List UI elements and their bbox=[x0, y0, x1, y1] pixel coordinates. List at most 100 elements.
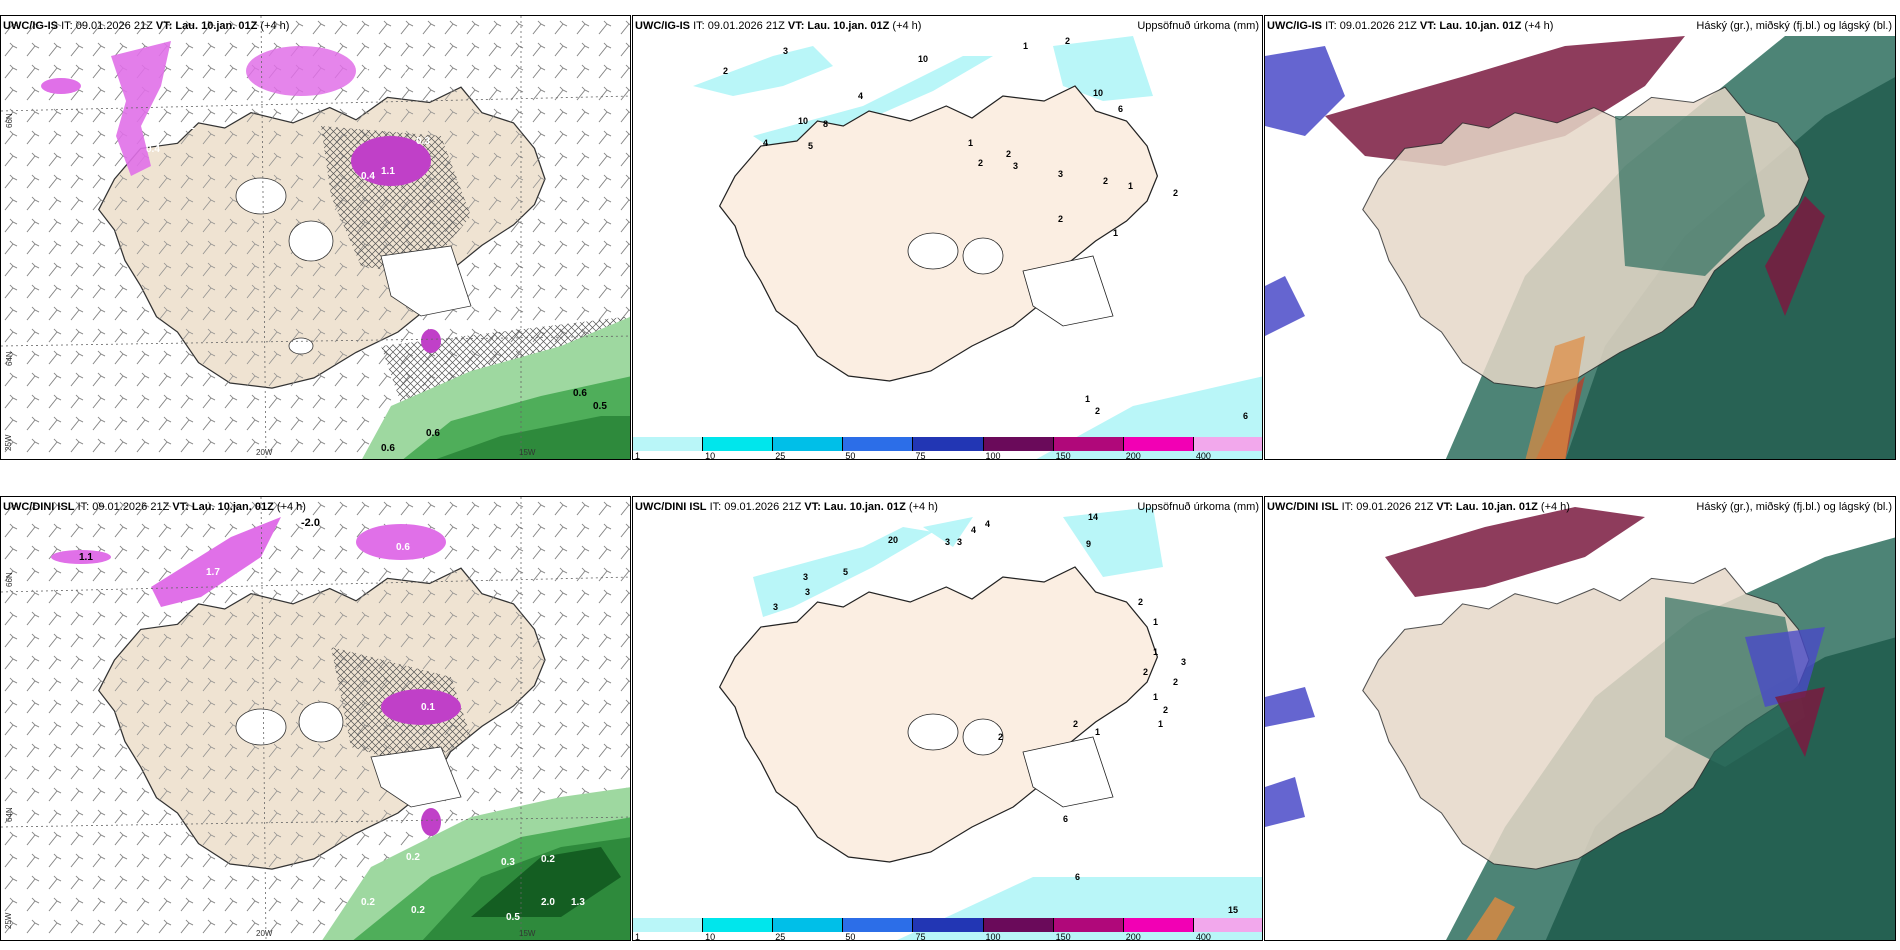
precip-value: 3 bbox=[1181, 657, 1187, 667]
precip-value: 6 bbox=[1243, 411, 1249, 421]
lon-label-left: 25W bbox=[4, 912, 13, 929]
value-label: 0.6 bbox=[573, 388, 587, 399]
precip-value: 2 bbox=[1173, 188, 1179, 198]
mid-cloud-area bbox=[1765, 196, 1825, 316]
value-label: 2.0 bbox=[541, 897, 555, 908]
value-label: 0.2 bbox=[406, 852, 420, 863]
lead-time: (+4 h) bbox=[892, 20, 922, 32]
precip-title: Uppsöfnuð úrkoma (mm) bbox=[1137, 501, 1259, 513]
left-map-panel-row1: UWC/IG-IS IT: 09.01.2026 21Z VT: Lau. 10… bbox=[0, 15, 631, 460]
panel-title: UWC/DINI ISL IT: 09.01.2026 21Z VT: Lau.… bbox=[635, 501, 938, 513]
colorbar-label: 150 bbox=[1055, 932, 1071, 941]
model-name: UWC/IG-IS bbox=[1267, 20, 1322, 32]
colorbar-swatch bbox=[773, 437, 844, 451]
valid-time: VT: Lau. 10.jan. 01Z bbox=[155, 20, 258, 32]
colorbar-label: 100 bbox=[985, 451, 1001, 460]
low-cloud-area bbox=[1265, 777, 1305, 827]
panel-title: UWC/IG-IS IT: 09.01.2026 21Z VT: Lau. 10… bbox=[635, 20, 921, 32]
value-label: 0.4 bbox=[146, 144, 160, 155]
snow-area bbox=[381, 689, 461, 725]
rain-green-areas bbox=[362, 316, 630, 459]
model-name: UWC/DINI ISL bbox=[635, 501, 707, 513]
value-label: 0.1 bbox=[421, 702, 435, 713]
colorbar-label: 75 bbox=[915, 932, 926, 941]
colorbar-swatch bbox=[633, 918, 704, 932]
low-cloud-area bbox=[1265, 46, 1345, 136]
lon-label-mid: 20W bbox=[256, 448, 273, 457]
lon-label-right: 15W bbox=[519, 448, 536, 457]
wind-snow-map bbox=[1, 16, 630, 459]
snow-area bbox=[151, 517, 281, 607]
colorbar-label: 50 bbox=[845, 451, 856, 460]
precip-value: 2 bbox=[1103, 176, 1109, 186]
colorbar-label: 200 bbox=[1125, 932, 1141, 941]
precip-value: 3 bbox=[1013, 161, 1019, 171]
precip-value: 8 bbox=[823, 119, 829, 129]
precip-value: 2 bbox=[1095, 406, 1101, 416]
colorbar-label: 25 bbox=[775, 932, 786, 941]
precip-map bbox=[693, 36, 1262, 459]
precip-value: 2 bbox=[1143, 667, 1149, 677]
precip-map bbox=[719, 507, 1262, 940]
value-label: 1.6 bbox=[231, 91, 245, 102]
colorbar-swatch bbox=[1053, 918, 1124, 932]
precip-value: 1 bbox=[1153, 692, 1159, 702]
valid-time: VT: Lau. 10.jan. 01Z bbox=[787, 20, 890, 32]
lat-label-top: 66N bbox=[5, 113, 14, 128]
precip-value: 4 bbox=[985, 519, 991, 529]
value-label: -2.0 bbox=[301, 517, 320, 529]
graticule bbox=[1, 497, 630, 940]
precip-value: 3 bbox=[773, 602, 779, 612]
colorbar-swatch bbox=[983, 437, 1054, 451]
precip-value: 10 bbox=[1093, 88, 1104, 98]
value-label: 0.4 bbox=[361, 171, 375, 182]
value-label: 0.6 bbox=[396, 542, 410, 553]
precip-value: 1 bbox=[1158, 719, 1164, 729]
value-label: 1.1 bbox=[381, 166, 395, 177]
model-name: UWC/IG-IS bbox=[3, 20, 58, 32]
precip-value: 2 bbox=[1058, 214, 1064, 224]
cloud-map bbox=[1265, 497, 1895, 940]
value-label: 0.3 bbox=[366, 66, 380, 77]
colorbar-swatch bbox=[1193, 918, 1262, 932]
precip-value: 4 bbox=[971, 525, 977, 535]
value-label: 0.3 bbox=[416, 136, 430, 147]
precip-area bbox=[693, 46, 833, 96]
colorbar-swatch bbox=[983, 918, 1054, 932]
model-name: UWC/DINI ISL bbox=[1267, 501, 1339, 513]
low-cloud-area bbox=[1265, 687, 1315, 727]
left-map-panel-row2: UWC/DINI ISL IT: 09.01.2026 21Z VT: Lau.… bbox=[0, 496, 631, 941]
high-cloud-area bbox=[1615, 116, 1765, 276]
precip-value: 1 bbox=[1153, 647, 1159, 657]
low-cloud-area bbox=[1745, 627, 1825, 707]
init-time: IT: 09.01.2026 21Z bbox=[693, 20, 785, 32]
precip-area bbox=[1053, 36, 1153, 101]
value-label: 1.1 bbox=[79, 552, 93, 563]
precip-map-panel-row1: UWC/IG-IS IT: 09.01.2026 21Z VT: Lau. 10… bbox=[632, 15, 1263, 460]
init-time: IT: 09.01.2026 21Z bbox=[1325, 20, 1417, 32]
high-cloud-area bbox=[1565, 77, 1895, 459]
colorbar-swatch bbox=[843, 918, 914, 932]
panel-title: UWC/DINI ISL IT: 09.01.2026 21Z VT: Lau.… bbox=[3, 501, 306, 513]
precip-value: 10 bbox=[918, 54, 929, 64]
valid-time: VT: Lau. 10.jan. 01Z bbox=[172, 501, 274, 513]
colorbar-label: 400 bbox=[1195, 932, 1211, 941]
mid-cloud-area bbox=[1466, 897, 1515, 940]
precip-area bbox=[753, 527, 933, 617]
colorbar-label: 1 bbox=[635, 932, 641, 941]
cloud-map-panel-row2: UWC/DINI ISL IT: 09.01.2026 21Z VT: Lau.… bbox=[1264, 496, 1896, 941]
init-time: IT: 09.01.2026 21Z bbox=[1341, 501, 1434, 513]
low-cloud-area bbox=[1265, 276, 1305, 336]
precip-value: 2 bbox=[1163, 705, 1169, 715]
colorbar-swatch bbox=[913, 437, 984, 451]
value-label: 1.7 bbox=[206, 567, 220, 578]
mid-cloud-area bbox=[1775, 687, 1825, 757]
precip-area bbox=[923, 517, 973, 547]
precip-value: 2 bbox=[998, 732, 1004, 742]
precip-value: 9 bbox=[1086, 539, 1092, 549]
lead-time: (+4 h) bbox=[1540, 501, 1570, 513]
snow-area bbox=[51, 550, 111, 564]
precip-map-panel-row2: UWC/DINI ISL IT: 09.01.2026 21Z VT: Lau.… bbox=[632, 496, 1263, 941]
precip-value: 3 bbox=[805, 587, 811, 597]
mid-cloud-area bbox=[1385, 507, 1645, 597]
